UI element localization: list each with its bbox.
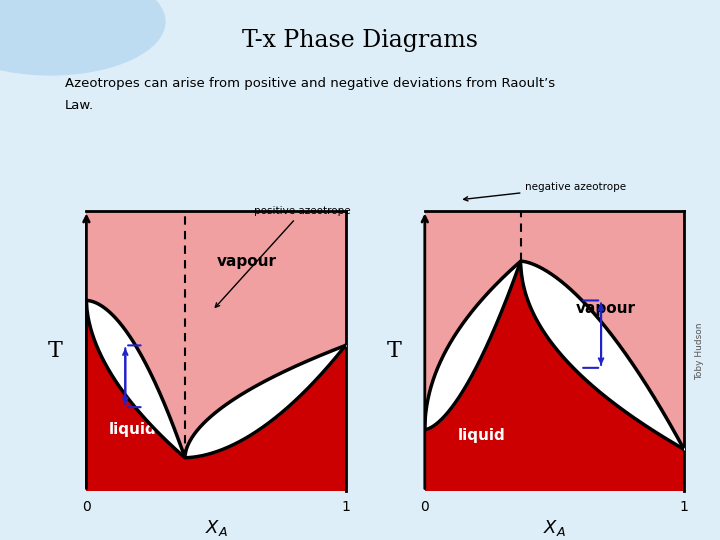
Text: Law.: Law. bbox=[65, 99, 94, 112]
Text: liquid: liquid bbox=[458, 428, 505, 443]
Text: liquid: liquid bbox=[109, 422, 157, 437]
Text: T: T bbox=[48, 340, 63, 362]
Text: T: T bbox=[386, 340, 401, 362]
Text: $X_A$: $X_A$ bbox=[543, 518, 566, 538]
Text: Toby Hudson: Toby Hudson bbox=[695, 322, 704, 380]
Text: positive azeotrope: positive azeotrope bbox=[215, 206, 351, 307]
Text: $X_A$: $X_A$ bbox=[204, 518, 228, 538]
Text: Azeotropes can arise from positive and negative deviations from Raoult’s: Azeotropes can arise from positive and n… bbox=[65, 77, 555, 90]
Text: vapour: vapour bbox=[217, 254, 277, 268]
Ellipse shape bbox=[0, 0, 166, 76]
Text: vapour: vapour bbox=[576, 301, 636, 316]
Text: negative azeotrope: negative azeotrope bbox=[464, 181, 626, 201]
Text: T-x Phase Diagrams: T-x Phase Diagrams bbox=[242, 29, 478, 52]
